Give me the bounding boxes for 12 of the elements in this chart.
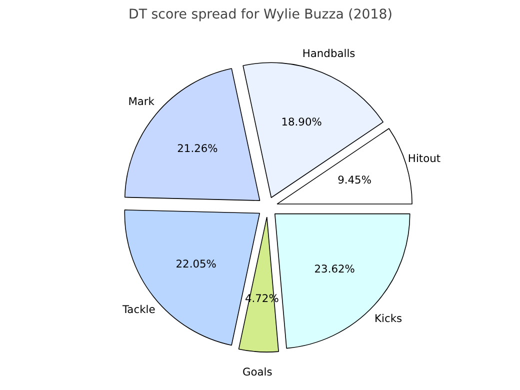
data-label: 18.90% — [281, 115, 322, 128]
slice-label: Kicks — [374, 312, 403, 326]
slice-label: Tackle — [121, 302, 156, 316]
data-label: 9.45% — [338, 174, 372, 187]
data-label: 22.05% — [176, 257, 216, 270]
data-label: 21.26% — [177, 142, 218, 155]
slice-label: Hitout — [408, 152, 441, 166]
slice-label: Handballs — [302, 47, 356, 60]
data-label: 23.62% — [314, 262, 355, 276]
slice-label: Goals — [242, 365, 273, 378]
chart-title: DT score spread for Wylie Buzza (2018) — [128, 8, 392, 22]
slice-label: Mark — [128, 94, 156, 108]
